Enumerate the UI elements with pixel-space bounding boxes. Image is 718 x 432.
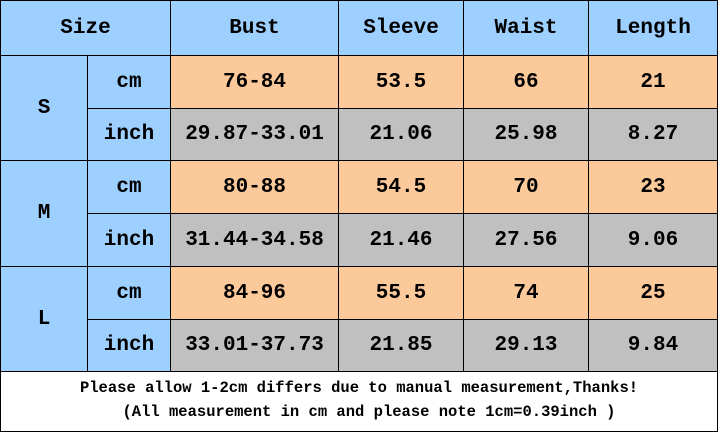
value-cell: 33.01-37.73 — [170, 319, 339, 372]
unit-cell: cm — [87, 160, 171, 214]
header-cell: Sleeve — [338, 0, 464, 56]
value-cell: 8.27 — [588, 108, 718, 161]
value-cell: 29.13 — [463, 319, 589, 372]
header-cell: Bust — [170, 0, 339, 56]
value-cell: 27.56 — [463, 213, 589, 267]
header-cell: Waist — [463, 0, 589, 56]
header-cell: Length — [588, 0, 718, 56]
value-cell: 84-96 — [170, 266, 339, 320]
note-line: Please allow 1-2cm differs due to manual… — [79, 379, 639, 397]
value-cell: 23 — [588, 160, 718, 214]
value-cell: 29.87-33.01 — [170, 108, 339, 161]
unit-cell: inch — [87, 108, 171, 161]
header-cell: Size — [0, 0, 171, 56]
size-cell: S — [0, 55, 88, 161]
value-cell: 21.46 — [338, 213, 464, 267]
value-cell: 31.44-34.58 — [170, 213, 339, 267]
unit-cell: inch — [87, 213, 171, 267]
size-cell: L — [0, 266, 88, 372]
value-cell: 74 — [463, 266, 589, 320]
value-cell: 25.98 — [463, 108, 589, 161]
value-cell: 25 — [588, 266, 718, 320]
size-cell: M — [0, 160, 88, 267]
unit-cell: cm — [87, 266, 171, 320]
unit-cell: cm — [87, 55, 171, 109]
unit-cell: inch — [87, 319, 171, 372]
value-cell: 54.5 — [338, 160, 464, 214]
value-cell: 9.84 — [588, 319, 718, 372]
note-line: (All measurement in cm and please note 1… — [122, 403, 616, 421]
value-cell: 76-84 — [170, 55, 339, 109]
value-cell: 55.5 — [338, 266, 464, 320]
value-cell: 21.85 — [338, 319, 464, 372]
value-cell: 80-88 — [170, 160, 339, 214]
value-cell: 21 — [588, 55, 718, 109]
value-cell: 66 — [463, 55, 589, 109]
value-cell: 53.5 — [338, 55, 464, 109]
value-cell: 9.06 — [588, 213, 718, 267]
value-cell: 70 — [463, 160, 589, 214]
value-cell: 21.06 — [338, 108, 464, 161]
